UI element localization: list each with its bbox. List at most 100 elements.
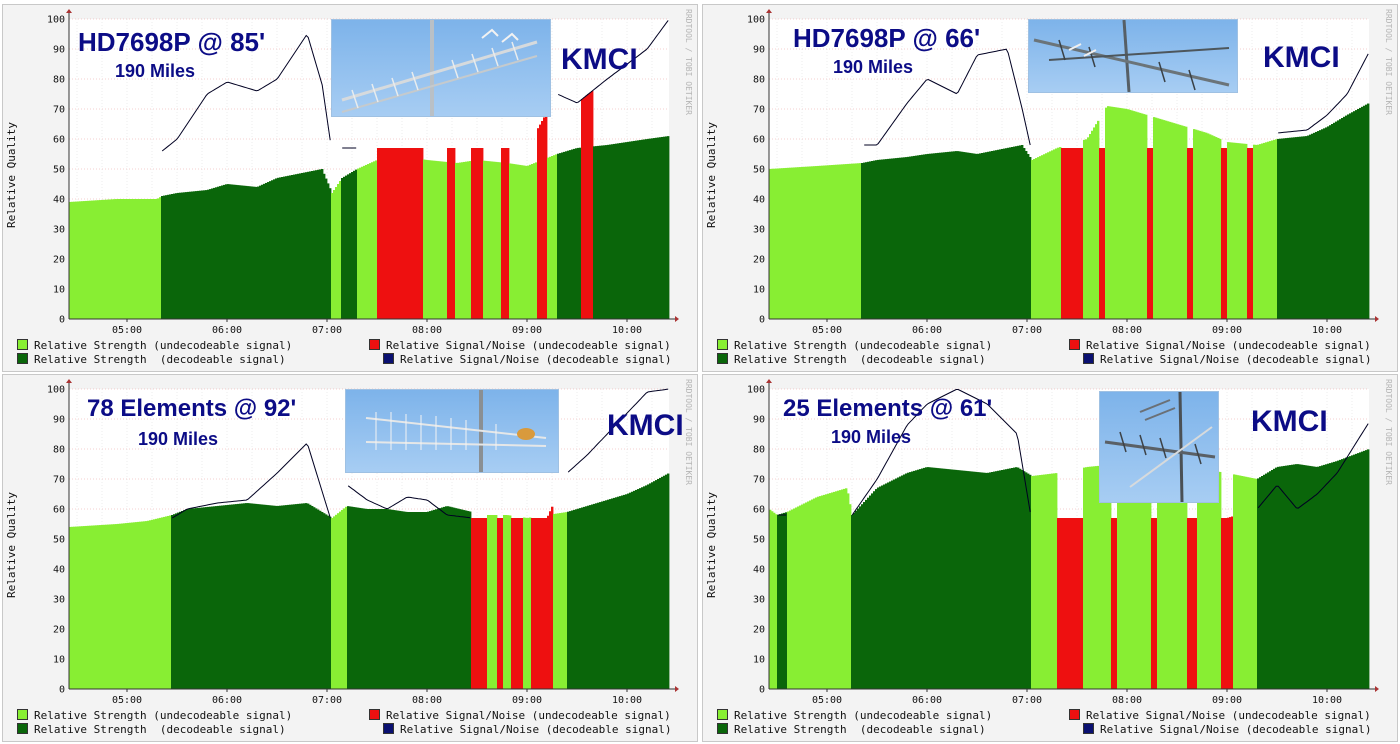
strength-decodeable-bar	[927, 153, 930, 319]
strength-decodeable-bar	[863, 162, 866, 319]
strength-decodeable-bar	[467, 511, 470, 689]
strength-undecodeable-bar	[159, 197, 162, 319]
sn-undecodeable-bar	[1227, 517, 1230, 689]
strength-decodeable-bar	[883, 159, 886, 319]
strength-undecodeable-bar	[1257, 144, 1260, 319]
legend-label: Relative Strength (decodeable signal)	[34, 353, 286, 366]
swatch-icon	[1069, 339, 1080, 350]
strength-decodeable-bar	[909, 472, 912, 689]
strength-decodeable-bar	[647, 138, 650, 319]
strength-undecodeable-bar	[817, 496, 820, 689]
distance-label: 190 Miles	[833, 57, 914, 77]
strength-decodeable-bar	[189, 508, 192, 689]
strength-undecodeable-bar	[499, 162, 502, 319]
sn-undecodeable-bar	[521, 518, 524, 689]
strength-decodeable-bar	[247, 186, 250, 319]
strength-undecodeable-bar	[105, 199, 108, 319]
strength-decodeable-bar	[327, 515, 330, 689]
strength-decodeable-bar	[1005, 148, 1008, 319]
strength-undecodeable-bar	[1083, 139, 1086, 319]
strength-undecodeable-bar	[163, 516, 166, 689]
strength-decodeable-bar	[349, 173, 352, 319]
strength-undecodeable-bar	[853, 163, 856, 319]
strength-undecodeable-bar	[1051, 473, 1054, 689]
strength-decodeable-bar	[1363, 450, 1366, 689]
strength-decodeable-bar	[665, 474, 668, 689]
strength-decodeable-bar	[583, 506, 586, 689]
x-tick-label: 07:00	[1012, 325, 1042, 336]
strength-decodeable-bar	[435, 509, 438, 689]
strength-decodeable-bar	[1301, 464, 1304, 689]
strength-decodeable-bar	[357, 507, 360, 689]
swatch-icon	[383, 353, 394, 364]
strength-undecodeable-bar	[435, 160, 438, 319]
strength-decodeable-bar	[279, 505, 282, 689]
strength-decodeable-bar	[777, 514, 780, 689]
strength-undecodeable-bar	[1137, 112, 1140, 319]
strength-decodeable-bar	[907, 472, 910, 689]
x-tick-label: 09:00	[512, 695, 542, 706]
strength-undecodeable-bar	[1113, 107, 1116, 319]
antenna-title: HD7698P @ 85'	[78, 27, 266, 57]
strength-undecodeable-bar	[799, 167, 802, 319]
strength-decodeable-bar	[865, 499, 868, 689]
strength-decodeable-bar	[311, 506, 314, 689]
strength-undecodeable-bar	[559, 513, 562, 689]
strength-undecodeable-bar	[815, 497, 818, 689]
strength-decodeable-bar	[1287, 137, 1290, 319]
x-tick-label: 09:00	[1212, 325, 1242, 336]
strength-undecodeable-bar	[155, 518, 158, 689]
strength-undecodeable-bar	[1037, 157, 1040, 319]
sn-undecodeable-bar	[1101, 148, 1104, 319]
strength-undecodeable-bar	[1093, 127, 1096, 319]
sn-undecodeable-bar	[583, 97, 586, 320]
strength-decodeable-bar	[1257, 478, 1260, 689]
strength-decodeable-bar	[929, 153, 932, 319]
strength-decodeable-bar	[1297, 464, 1300, 689]
strength-undecodeable-bar	[97, 525, 100, 689]
strength-decodeable-bar	[995, 150, 998, 319]
strength-decodeable-bar	[275, 178, 278, 319]
strength-decodeable-bar	[215, 187, 218, 319]
strength-decodeable-bar	[987, 472, 990, 689]
strength-decodeable-bar	[873, 491, 876, 689]
legend-item-strength-undecodeable: Relative Strength (undecodeable signal)	[717, 709, 992, 723]
sn-undecodeable-bar	[1063, 148, 1066, 319]
sn-undecodeable-bar	[1251, 148, 1254, 319]
strength-decodeable-bar	[191, 191, 194, 319]
swatch-icon	[717, 723, 728, 734]
strength-undecodeable-bar	[119, 199, 122, 319]
strength-decodeable-bar	[419, 512, 422, 689]
strength-undecodeable-bar	[525, 517, 528, 689]
y-tick-label: 30	[753, 595, 765, 606]
strength-decodeable-bar	[449, 506, 452, 689]
sn-undecodeable-bar	[501, 518, 504, 689]
station-label: KMCI	[1251, 405, 1328, 438]
strength-undecodeable-bar	[439, 161, 442, 319]
y-tick-label: 60	[753, 505, 765, 516]
strength-undecodeable-bar	[1053, 149, 1056, 319]
strength-decodeable-bar	[783, 512, 786, 689]
strength-undecodeable-bar	[129, 199, 132, 319]
sn-undecodeable-bar	[1147, 148, 1150, 319]
strength-decodeable-bar	[859, 506, 862, 689]
strength-decodeable-bar	[1331, 462, 1334, 689]
station-label: KMCI	[607, 409, 684, 442]
strength-decodeable-bar	[177, 192, 180, 319]
strength-decodeable-bar	[613, 497, 616, 689]
strength-undecodeable-bar	[1165, 462, 1168, 689]
strength-decodeable-bar	[469, 511, 472, 689]
strength-undecodeable-bar	[359, 167, 362, 319]
x-tick-label: 06:00	[212, 695, 242, 706]
strength-undecodeable-bar	[1247, 477, 1250, 689]
legend-label: Relative Strength (decodeable signal)	[734, 723, 986, 736]
strength-decodeable-bar	[267, 505, 270, 689]
strength-decodeable-bar	[959, 151, 962, 319]
strength-undecodeable-bar	[1055, 148, 1058, 319]
sn-undecodeable-bar	[581, 99, 584, 319]
sn-undecodeable-bar	[1069, 148, 1072, 319]
sn-undecodeable-bar	[1195, 518, 1198, 689]
strength-decodeable-bar	[625, 494, 628, 689]
strength-decodeable-bar	[1283, 138, 1286, 319]
sn-undecodeable-bar	[1115, 518, 1118, 689]
